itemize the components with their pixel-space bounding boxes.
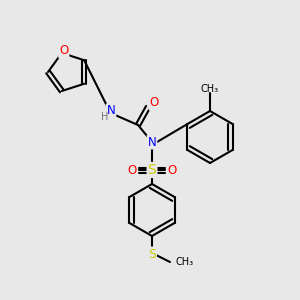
Text: H: H [101,112,109,122]
Text: N: N [106,104,116,118]
Text: CH₃: CH₃ [175,257,193,267]
Text: N: N [148,136,156,148]
Text: S: S [148,163,156,177]
Text: O: O [149,97,159,110]
Text: CH₃: CH₃ [201,84,219,94]
Text: O: O [128,164,136,176]
Text: S: S [148,248,156,260]
Text: O: O [167,164,177,176]
Text: O: O [59,44,68,58]
